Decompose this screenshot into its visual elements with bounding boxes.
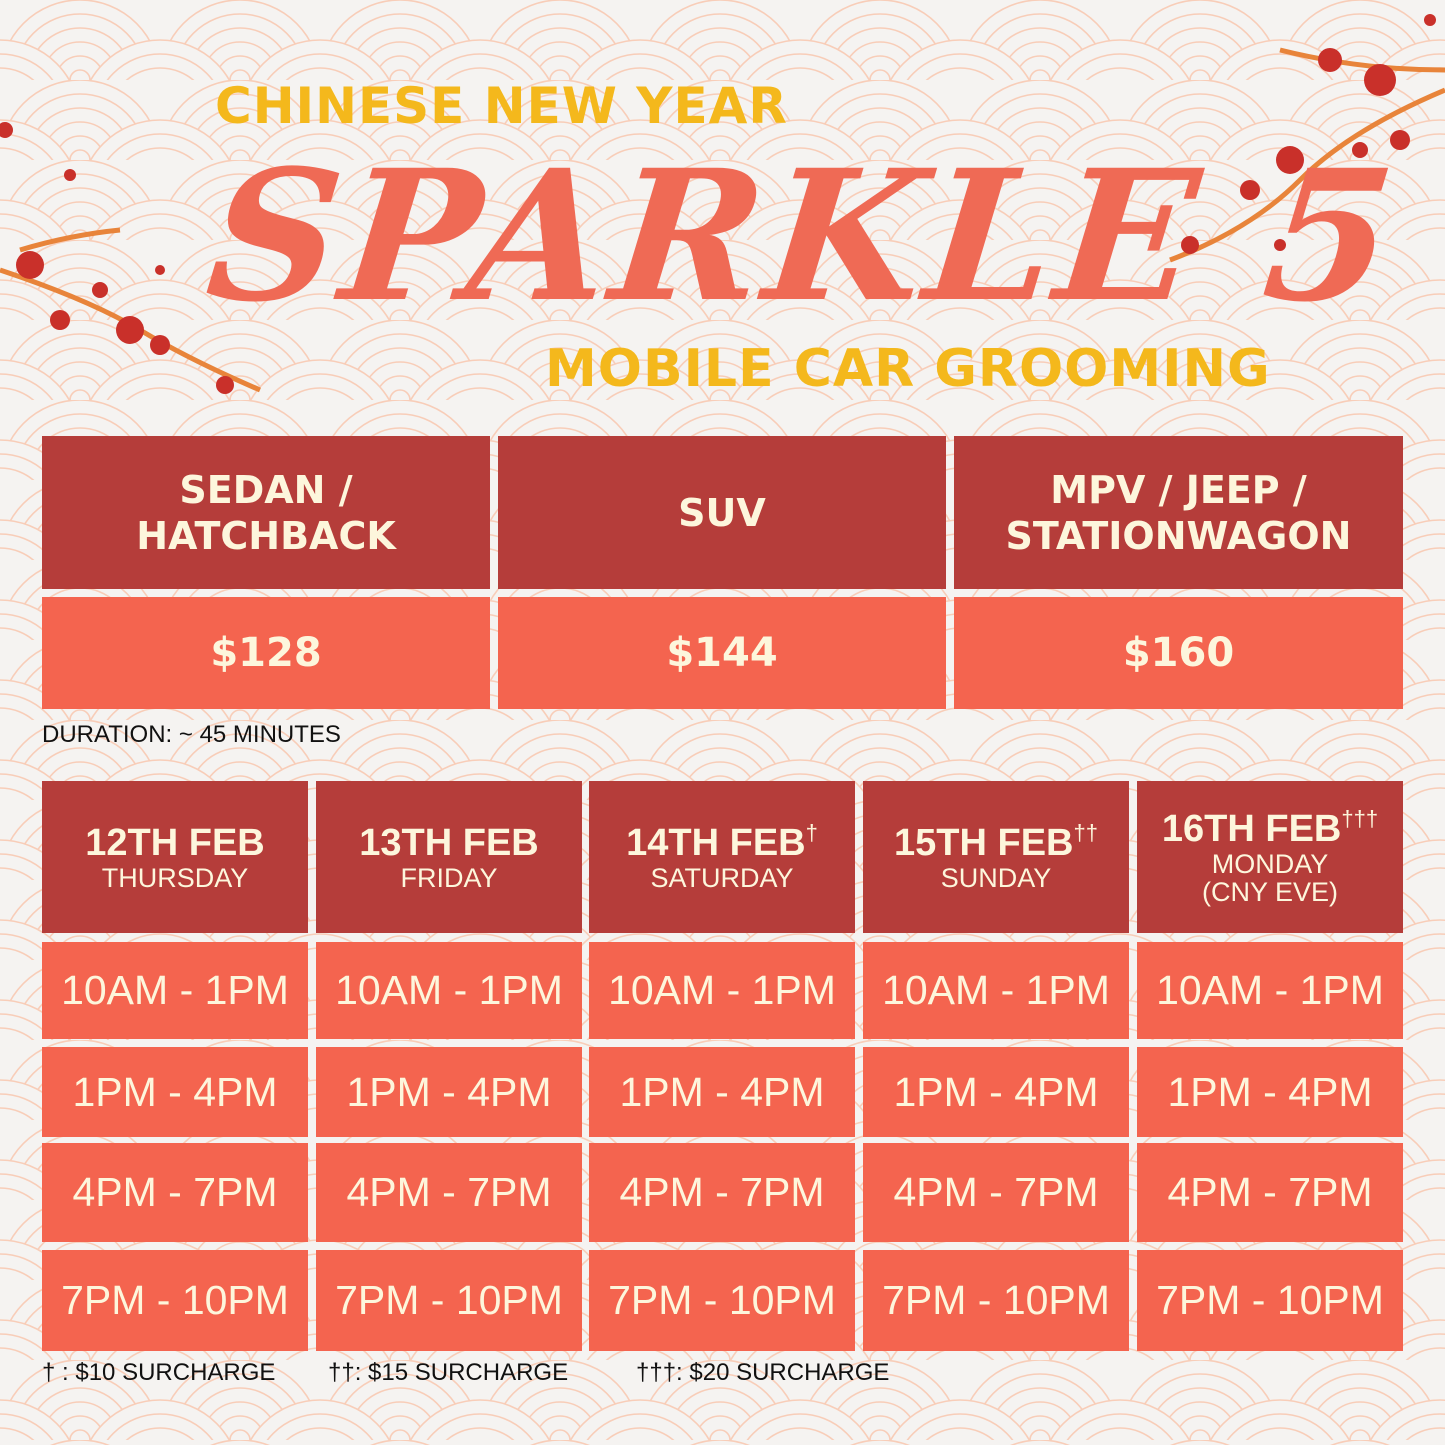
time-slot: 1PM - 4PM bbox=[589, 1047, 855, 1137]
day-name: SATURDAY bbox=[650, 863, 794, 893]
day-header: 13TH FEB FRIDAY bbox=[316, 781, 582, 933]
day-name: FRIDAY bbox=[400, 863, 498, 893]
time-slot: 7PM - 10PM bbox=[1137, 1250, 1403, 1351]
vehicle-header-mpv: MPV / JEEP / STATIONWAGON bbox=[954, 436, 1403, 589]
time-slot: 4PM - 7PM bbox=[589, 1143, 855, 1242]
plum-blossom-icon bbox=[0, 14, 1436, 394]
day-header: 15TH FEB†† SUNDAY bbox=[863, 781, 1129, 933]
time-slot: 1PM - 4PM bbox=[316, 1047, 582, 1137]
day-name: SUNDAY bbox=[940, 863, 1052, 893]
time-slot: 4PM - 7PM bbox=[1137, 1143, 1403, 1242]
price-mpv: $160 bbox=[954, 597, 1403, 709]
time-slot: 10AM - 1PM bbox=[589, 942, 855, 1039]
vehicle-label-line1: MPV / JEEP / bbox=[1050, 467, 1307, 512]
event-title: SPARKLE 5 bbox=[198, 131, 1407, 342]
time-slot: 4PM - 7PM bbox=[863, 1143, 1129, 1242]
vehicle-label-line1: SUV bbox=[678, 490, 766, 535]
time-slot: 4PM - 7PM bbox=[316, 1143, 582, 1242]
footnote-3: †††: $20 SURCHARGE bbox=[636, 1359, 890, 1386]
vehicle-label-line1: SEDAN / bbox=[179, 467, 353, 512]
time-slot: 4PM - 7PM bbox=[42, 1143, 308, 1242]
vehicle-label-line2: HATCHBACK bbox=[136, 513, 396, 558]
price-suv: $144 bbox=[498, 597, 946, 709]
day-name: THURSDAY bbox=[101, 863, 249, 893]
footnote-1: † : $10 SURCHARGE bbox=[42, 1359, 276, 1386]
time-slot: 7PM - 10PM bbox=[42, 1250, 308, 1351]
day-date: 14TH FEB† bbox=[626, 820, 818, 864]
day-header: 14TH FEB† SATURDAY bbox=[589, 781, 855, 933]
day-header: 16TH FEB††† MONDAY (CNY EVE) bbox=[1137, 781, 1403, 933]
vehicle-header-sedan: SEDAN / HATCHBACK bbox=[42, 436, 490, 589]
time-slot: 7PM - 10PM bbox=[589, 1250, 855, 1351]
duration-note: DURATION: ~ 45 MINUTES bbox=[42, 721, 341, 748]
day-header: 12TH FEB THURSDAY bbox=[42, 781, 308, 933]
time-slot: 10AM - 1PM bbox=[863, 942, 1129, 1039]
day-note: (CNY EVE) bbox=[1201, 877, 1339, 907]
plum-blossom-branch-right bbox=[1169, 47, 1445, 263]
surcharge-mark: † bbox=[805, 820, 818, 845]
surcharge-mark: †† bbox=[1073, 820, 1098, 845]
time-slot: 1PM - 4PM bbox=[1137, 1047, 1403, 1137]
vehicle-header-suv: SUV bbox=[498, 436, 946, 589]
event-kicker: CHINESE NEW YEAR bbox=[215, 77, 788, 135]
time-slot: 10AM - 1PM bbox=[42, 942, 308, 1039]
time-slot: 7PM - 10PM bbox=[316, 1250, 582, 1351]
vehicle-label-line2: STATIONWAGON bbox=[1005, 513, 1352, 558]
time-slot: 10AM - 1PM bbox=[1137, 942, 1403, 1039]
time-slot: 10AM - 1PM bbox=[316, 942, 582, 1039]
event-subtitle: MOBILE CAR GROOMING bbox=[545, 339, 1271, 399]
price-sedan: $128 bbox=[42, 597, 490, 709]
day-date: 12TH FEB bbox=[85, 822, 265, 864]
day-name: MONDAY bbox=[1211, 849, 1329, 879]
surcharge-mark: ††† bbox=[1341, 806, 1379, 831]
footnote-2: ††: $15 SURCHARGE bbox=[328, 1359, 569, 1386]
day-date: 13TH FEB bbox=[359, 822, 539, 864]
time-slot: 1PM - 4PM bbox=[42, 1047, 308, 1137]
day-date: 16TH FEB††† bbox=[1161, 806, 1379, 850]
time-slot: 7PM - 10PM bbox=[863, 1250, 1129, 1351]
day-date: 15TH FEB†† bbox=[894, 820, 1098, 864]
time-slot: 1PM - 4PM bbox=[863, 1047, 1129, 1137]
